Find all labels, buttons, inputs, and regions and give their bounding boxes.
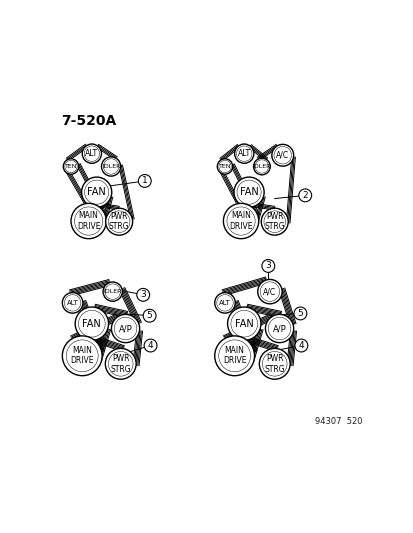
Circle shape [81, 177, 112, 207]
Circle shape [234, 144, 253, 163]
Circle shape [257, 279, 281, 304]
Text: PWR
STRG: PWR STRG [109, 212, 129, 231]
Text: TEN: TEN [64, 164, 77, 169]
Circle shape [259, 349, 290, 379]
Circle shape [62, 336, 102, 376]
Text: ALT: ALT [237, 149, 250, 158]
Text: 4: 4 [298, 341, 304, 350]
Text: FAN: FAN [239, 187, 258, 197]
Circle shape [233, 177, 263, 207]
Text: 5: 5 [146, 311, 152, 320]
Circle shape [223, 204, 258, 239]
Circle shape [105, 349, 136, 379]
Text: 4: 4 [147, 341, 153, 350]
Text: A/P: A/P [119, 324, 132, 333]
Text: 1: 1 [142, 176, 147, 185]
Circle shape [227, 307, 260, 341]
Circle shape [82, 144, 101, 163]
Circle shape [214, 293, 235, 313]
Text: A/C: A/C [263, 287, 276, 296]
Circle shape [294, 339, 307, 352]
Text: ALT: ALT [66, 300, 78, 306]
Circle shape [144, 339, 157, 352]
Circle shape [265, 314, 293, 343]
Circle shape [271, 144, 293, 166]
Text: 94307  520: 94307 520 [315, 417, 362, 426]
Text: MAIN
DRIVE: MAIN DRIVE [229, 212, 252, 231]
Text: 3: 3 [140, 290, 146, 300]
Text: MAIN
DRIVE: MAIN DRIVE [222, 346, 246, 366]
Circle shape [103, 282, 122, 301]
Text: PWR
STRG: PWR STRG [264, 212, 285, 231]
Circle shape [75, 307, 108, 341]
Circle shape [261, 208, 287, 235]
Text: FAN: FAN [234, 319, 253, 329]
Text: IDLER: IDLER [103, 289, 121, 294]
Text: FAN: FAN [87, 187, 106, 197]
Text: A/C: A/C [275, 151, 289, 160]
Circle shape [214, 336, 254, 376]
Circle shape [62, 293, 83, 313]
Text: A/P: A/P [272, 324, 286, 333]
Circle shape [261, 260, 274, 272]
Text: ALT: ALT [218, 300, 230, 306]
Text: FAN: FAN [82, 319, 101, 329]
Circle shape [136, 288, 149, 301]
Text: MAIN
DRIVE: MAIN DRIVE [77, 212, 100, 231]
Text: 5: 5 [297, 309, 303, 318]
Circle shape [111, 314, 139, 343]
Text: PWR
STRG: PWR STRG [264, 354, 285, 374]
Text: 7-520A: 7-520A [61, 114, 116, 127]
Circle shape [105, 208, 132, 235]
Circle shape [63, 159, 78, 174]
Text: TEN: TEN [218, 164, 231, 169]
Circle shape [217, 159, 232, 174]
Circle shape [71, 204, 106, 239]
Circle shape [101, 157, 121, 176]
Text: MAIN
DRIVE: MAIN DRIVE [70, 346, 94, 366]
Text: PWR
STRG: PWR STRG [110, 354, 131, 374]
Circle shape [253, 158, 270, 175]
Circle shape [298, 189, 311, 202]
Text: ALT: ALT [85, 149, 98, 158]
Text: IDLER: IDLER [102, 164, 120, 169]
Circle shape [143, 309, 156, 322]
Text: 3: 3 [265, 262, 271, 270]
Circle shape [138, 174, 151, 187]
Circle shape [293, 307, 306, 320]
Text: IDLER: IDLER [252, 164, 271, 169]
Text: 2: 2 [301, 191, 307, 200]
